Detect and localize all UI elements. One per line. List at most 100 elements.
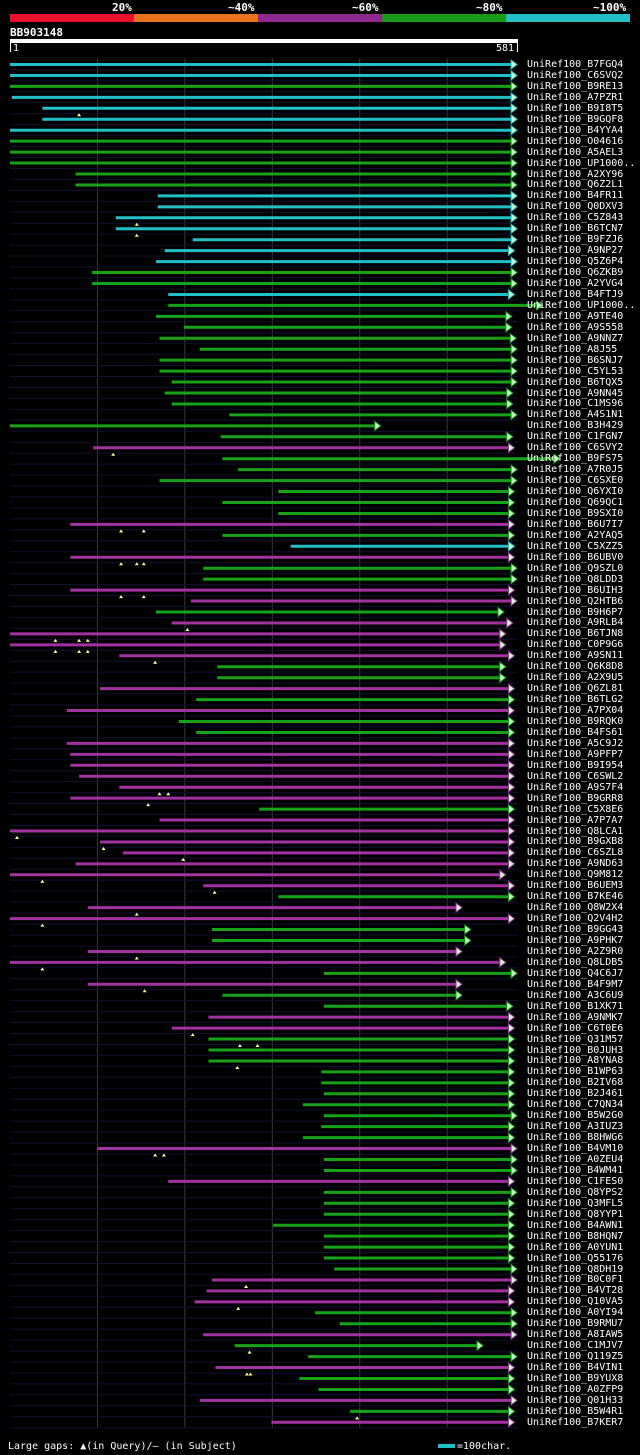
- hit-label[interactable]: UniRef100_B1XK71: [527, 1000, 624, 1012]
- hit-label[interactable]: UniRef100_A7P7A7: [527, 814, 624, 826]
- hit-label[interactable]: UniRef100_A9SN11: [527, 650, 624, 662]
- hit-label[interactable]: UniRef100_Q8YPS2: [527, 1186, 624, 1198]
- hit-label[interactable]: UniRef100_C1FGN7: [527, 431, 624, 443]
- hit-label[interactable]: UniRef100_B5W4R1: [527, 1405, 624, 1417]
- hit-label[interactable]: UniRef100_B4F9M7: [527, 978, 624, 990]
- hit-label[interactable]: UniRef100_C1MJV7: [527, 1340, 624, 1352]
- hit-label[interactable]: UniRef100_B9GQF8: [527, 113, 624, 125]
- hit-label[interactable]: UniRef100_B6TLG2: [527, 694, 624, 706]
- hit-label[interactable]: UniRef100_A9NNZ7: [527, 332, 624, 344]
- hit-label[interactable]: UniRef100_B7KE46: [527, 891, 624, 903]
- hit-label[interactable]: UniRef100_A4S1N1: [527, 409, 624, 421]
- hit-label[interactable]: UniRef100_A0ZEU4: [527, 1154, 624, 1165]
- hit-label[interactable]: UniRef100_B9GXB8: [527, 836, 624, 848]
- hit-label[interactable]: UniRef100_B6UBV0: [527, 551, 624, 563]
- hit-label[interactable]: UniRef100_B7FGQ4: [527, 59, 624, 70]
- hit-label[interactable]: UniRef100_Q8DH19: [527, 1263, 624, 1275]
- hit-label[interactable]: UniRef100_B0C0F1: [527, 1274, 624, 1286]
- hit-label[interactable]: UniRef100_C5Z843: [527, 212, 624, 224]
- hit-label[interactable]: UniRef100_B9YUX8: [527, 1373, 624, 1384]
- hit-label[interactable]: UniRef100_UP1000..: [527, 299, 636, 311]
- hit-label[interactable]: UniRef100_C0P9G6: [527, 639, 624, 651]
- hit-label[interactable]: UniRef100_B2IV68: [527, 1077, 624, 1089]
- hit-label[interactable]: UniRef100_A0ZFP9: [527, 1383, 624, 1395]
- hit-label[interactable]: UniRef100_A7PX04: [527, 705, 624, 717]
- hit-label[interactable]: UniRef100_C5XZZ5: [527, 540, 624, 552]
- hit-label[interactable]: UniRef100_Q2V4H2: [527, 913, 624, 925]
- hit-label[interactable]: UniRef100_B4AWN1: [527, 1219, 624, 1231]
- hit-label[interactable]: UniRef100_B8HQN7: [527, 1230, 624, 1242]
- hit-label[interactable]: UniRef100_Q8W2X4: [527, 902, 624, 914]
- hit-label[interactable]: UniRef100_B6TJN8: [527, 628, 624, 640]
- hit-label[interactable]: UniRef100_Q8LCA1: [527, 825, 624, 837]
- hit-label[interactable]: UniRef100_A9TE40: [527, 310, 624, 322]
- hit-label[interactable]: UniRef100_Q6K8D8: [527, 661, 624, 673]
- hit-label[interactable]: UniRef100_C1MS96: [527, 398, 624, 410]
- hit-label[interactable]: UniRef100_Q4C6J7: [527, 967, 624, 979]
- hit-label[interactable]: UniRef100_B9FZJ6: [527, 234, 624, 246]
- hit-label[interactable]: UniRef100_Q9SZL0: [527, 562, 624, 574]
- hit-label[interactable]: UniRef100_Q6ZL81: [527, 683, 624, 695]
- hit-label[interactable]: UniRef100_B9RMU7: [527, 1318, 624, 1330]
- hit-label[interactable]: UniRef100_B7KER7: [527, 1416, 624, 1428]
- hit-label[interactable]: UniRef100_B5W2G0: [527, 1110, 624, 1122]
- hit-label[interactable]: UniRef100_A9NN45: [527, 387, 624, 399]
- hit-label[interactable]: UniRef100_A9PHK7: [527, 935, 624, 946]
- hit-label[interactable]: UniRef100_UP1000..: [527, 157, 636, 169]
- hit-label[interactable]: UniRef100_A5AEL3: [527, 146, 624, 158]
- hit-label[interactable]: UniRef100_B9I8T5: [527, 102, 624, 114]
- hit-label[interactable]: UniRef100_Q31M57: [527, 1033, 624, 1045]
- hit-label[interactable]: UniRef100_A9PFP7: [527, 748, 624, 760]
- hit-label[interactable]: UniRef100_B9GG43: [527, 924, 624, 936]
- hit-label[interactable]: UniRef100_B6TCN7: [527, 223, 624, 235]
- hit-label[interactable]: UniRef100_A2Z9R0: [527, 945, 624, 957]
- hit-label[interactable]: UniRef100_A9NP27: [527, 245, 624, 257]
- hit-label[interactable]: UniRef100_B9RQK0: [527, 716, 624, 727]
- hit-label[interactable]: UniRef100_Q0DXV3: [527, 201, 624, 213]
- hit-label[interactable]: UniRef100_C5YL53: [527, 365, 624, 377]
- hit-label[interactable]: UniRef100_C6T0E6: [527, 1022, 624, 1034]
- hit-label[interactable]: UniRef100_A2XY96: [527, 168, 624, 180]
- hit-label[interactable]: UniRef100_B4VIN1: [527, 1362, 624, 1374]
- hit-label[interactable]: UniRef100_B9I954: [527, 759, 624, 771]
- hit-label[interactable]: UniRef100_B9SXI0: [527, 507, 624, 519]
- hit-label[interactable]: UniRef100_Q10VA5: [527, 1296, 624, 1308]
- hit-label[interactable]: UniRef100_B4FTJ9: [527, 288, 624, 300]
- hit-label[interactable]: UniRef100_Q9M812: [527, 869, 624, 881]
- hit-label[interactable]: UniRef100_B4YYA4: [527, 124, 624, 136]
- hit-label[interactable]: UniRef100_B8HWG6: [527, 1132, 624, 1144]
- hit-label[interactable]: UniRef100_C6SVY2: [527, 442, 624, 454]
- hit-label[interactable]: UniRef100_B0JUH3: [527, 1044, 624, 1056]
- hit-label[interactable]: UniRef100_B3H429: [527, 420, 624, 432]
- hit-label[interactable]: UniRef100_B4WM41: [527, 1164, 624, 1176]
- hit-label[interactable]: UniRef100_Q8YYP1: [527, 1208, 624, 1220]
- hit-label[interactable]: UniRef100_A8J55: [527, 343, 618, 355]
- hit-label[interactable]: UniRef100_A0YI94: [527, 1307, 624, 1319]
- hit-label[interactable]: UniRef100_A8IAW5: [527, 1329, 624, 1341]
- hit-label[interactable]: UniRef100_C7QN34: [527, 1099, 624, 1111]
- hit-label[interactable]: UniRef100_B4VT28: [527, 1285, 624, 1297]
- hit-label[interactable]: UniRef100_A2YVG4: [527, 278, 624, 289]
- hit-label[interactable]: UniRef100_A7R0J5: [527, 464, 624, 476]
- hit-label[interactable]: UniRef100_B9FS75: [527, 453, 624, 465]
- hit-label[interactable]: UniRef100_A9ND63: [527, 858, 624, 870]
- hit-label[interactable]: UniRef100_B4FS61: [527, 726, 624, 738]
- hit-label[interactable]: UniRef100_C6SZL8: [527, 847, 624, 859]
- hit-label[interactable]: UniRef100_A9NMK7: [527, 1011, 624, 1023]
- hit-label[interactable]: UniRef100_Q55176: [527, 1252, 624, 1264]
- hit-label[interactable]: UniRef100_C5X8E6: [527, 803, 624, 815]
- hit-label[interactable]: UniRef100_A9RLB4: [527, 617, 624, 629]
- hit-label[interactable]: UniRef100_Q3MFL5: [527, 1197, 624, 1209]
- hit-label[interactable]: UniRef100_Q119Z5: [527, 1351, 624, 1363]
- hit-label[interactable]: UniRef100_A7PZR1: [527, 91, 624, 103]
- hit-label[interactable]: UniRef100_B6UEM3: [527, 880, 624, 892]
- hit-label[interactable]: UniRef100_C6SVQ2: [527, 69, 624, 81]
- hit-label[interactable]: UniRef100_B1WP63: [527, 1066, 624, 1078]
- hit-label[interactable]: UniRef100_Q5Z6P4: [527, 256, 624, 268]
- hit-label[interactable]: UniRef100_Q01H33: [527, 1394, 624, 1406]
- hit-label[interactable]: UniRef100_Q6Z2L1: [527, 179, 624, 191]
- hit-label[interactable]: UniRef100_Q8LDD3: [527, 573, 624, 585]
- hit-label[interactable]: UniRef100_A3IUZ3: [527, 1121, 624, 1133]
- hit-label[interactable]: UniRef100_B9GRR8: [527, 792, 624, 804]
- hit-label[interactable]: UniRef100_A3C6U9: [527, 989, 624, 1001]
